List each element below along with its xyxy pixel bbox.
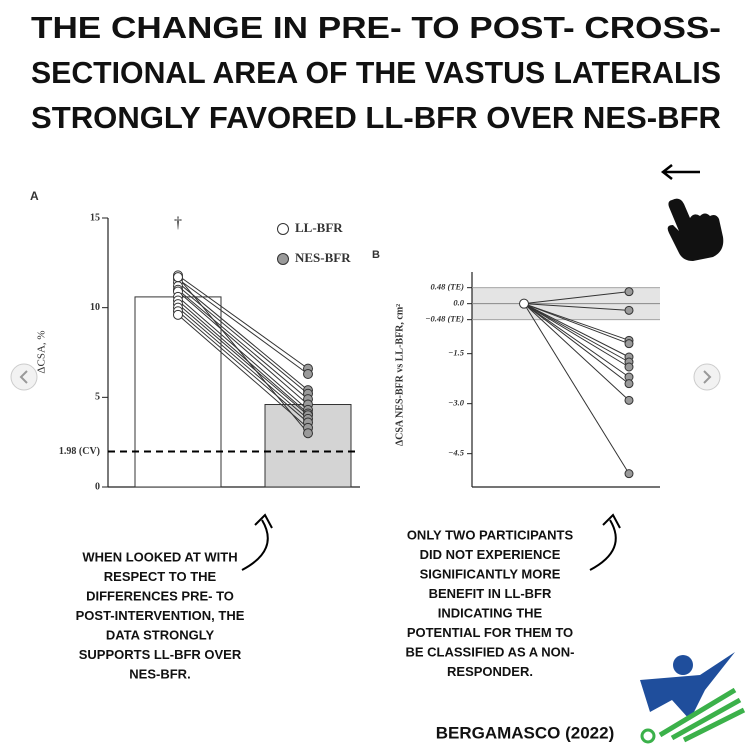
participant-line — [177, 274, 309, 370]
participant-line — [523, 303, 630, 311]
participant-point — [624, 395, 634, 405]
participant-point — [303, 369, 313, 380]
reference-point — [519, 298, 529, 309]
participant-line — [177, 310, 309, 423]
participant-line — [523, 291, 630, 305]
swipe-arrow — [660, 164, 700, 180]
next-button-bg[interactable] — [693, 363, 721, 391]
title-line: SECTIONAL AREA OF THE VASTUS LATERALIS — [31, 55, 721, 90]
participant-line — [177, 300, 309, 414]
callout-arrowhead — [602, 513, 621, 529]
note-line: BE CLASSIFIED AS A NON- — [405, 644, 574, 659]
participant-line — [523, 303, 630, 385]
participant-line — [177, 291, 309, 405]
participant-point — [624, 379, 634, 389]
callout-arrow — [241, 519, 269, 571]
callout-arrowhead — [254, 513, 273, 529]
bar — [134, 296, 222, 488]
logo-head — [673, 655, 693, 675]
panel-label: B — [372, 249, 380, 261]
prev-button[interactable] — [10, 363, 38, 391]
y-tick-label: 0 — [95, 481, 100, 492]
legend-label: NES-BFR — [295, 250, 351, 265]
logo-stripes — [658, 687, 746, 743]
y-tick-label: −4.5 — [448, 448, 465, 458]
note-line: POST-INTERVENTION, THE — [76, 608, 245, 623]
y-tick-label: 10 — [90, 302, 100, 313]
participant-line — [523, 303, 630, 368]
y-tick-label: 0.0 — [453, 298, 464, 308]
y-axis-label: ΔCSA, % — [36, 330, 48, 373]
note-line: POTENTIAL FOR THEM TO — [407, 625, 573, 640]
participant-line — [523, 303, 630, 474]
logo — [640, 652, 746, 744]
participant-point — [173, 309, 183, 320]
participant-line — [177, 285, 309, 395]
note-line: ONLY TWO PARTICIPANTS — [407, 527, 574, 542]
note-line: RESPECT TO THE — [104, 569, 217, 584]
participant-point — [624, 339, 634, 349]
note-line: INDICATING THE — [438, 605, 543, 620]
reference-label: 1.98 (CV) — [59, 446, 100, 457]
next-chevron[interactable] — [703, 370, 712, 384]
note-line: DID NOT EXPERIENCE — [420, 547, 561, 562]
participant-line — [177, 303, 309, 416]
prev-chevron[interactable] — [19, 370, 28, 384]
participant-line — [177, 278, 309, 375]
note-line: NES-BFR. — [129, 666, 190, 681]
annotation: † — [174, 215, 182, 232]
note-line: RESPONDER. — [447, 664, 533, 679]
participant-line — [523, 303, 630, 378]
participant-line — [177, 314, 309, 429]
note-line: WHEN LOOKED AT WITH — [82, 549, 237, 564]
credit: BERGAMASCO (2022) — [436, 723, 615, 742]
y-tick-label: 15 — [90, 212, 100, 223]
participant-line — [177, 307, 309, 420]
participant-line — [177, 296, 309, 411]
note-line: BENEFIT IN LL-BFR — [429, 586, 552, 601]
y-tick-label: −3.0 — [448, 398, 465, 408]
panel-label: A — [30, 189, 39, 203]
hand-icon — [667, 198, 724, 261]
legend-marker — [277, 253, 289, 265]
note-line: DATA STRONGLY — [106, 627, 215, 642]
participant-line — [523, 303, 630, 341]
participant-point — [624, 469, 634, 479]
y-tick-label: −1.5 — [448, 348, 465, 358]
participant-line — [523, 303, 630, 363]
y-tick-label: 0.48 (TE) — [430, 282, 464, 292]
participant-point — [624, 362, 634, 372]
participant-point — [303, 428, 313, 439]
prev-button-bg[interactable] — [10, 363, 38, 391]
participant-line — [523, 303, 630, 345]
y-tick-label: 5 — [95, 392, 100, 403]
participant-line — [523, 303, 630, 401]
participant-point — [173, 272, 183, 283]
participant-line — [523, 303, 630, 358]
participant-line — [177, 276, 309, 434]
legend-label: LL-BFR — [295, 220, 343, 235]
y-tick-label: −0.48 (TE) — [425, 314, 464, 324]
participant-point — [624, 287, 634, 297]
legend-marker — [277, 223, 289, 235]
note-line: SUPPORTS LL-BFR OVER — [79, 647, 242, 662]
logo-wheel — [640, 728, 656, 744]
note-line: SIGNIFICANTLY MORE — [420, 566, 561, 581]
next-button[interactable] — [693, 363, 721, 391]
participant-line — [177, 289, 309, 400]
callout-arrow — [589, 519, 617, 571]
participant-point — [624, 305, 634, 315]
logo-body — [640, 652, 735, 720]
y-axis-label: ΔCSA NES-BFR vs LL-BFR, cm² — [394, 304, 405, 446]
title-line: THE CHANGE IN PRE- TO POST- CROSS- — [31, 10, 721, 45]
note-line: DIFFERENCES PRE- TO — [86, 588, 234, 603]
title-line: STRONGLY FAVORED LL-BFR OVER NES-BFR — [31, 100, 721, 135]
participant-line — [177, 282, 309, 391]
